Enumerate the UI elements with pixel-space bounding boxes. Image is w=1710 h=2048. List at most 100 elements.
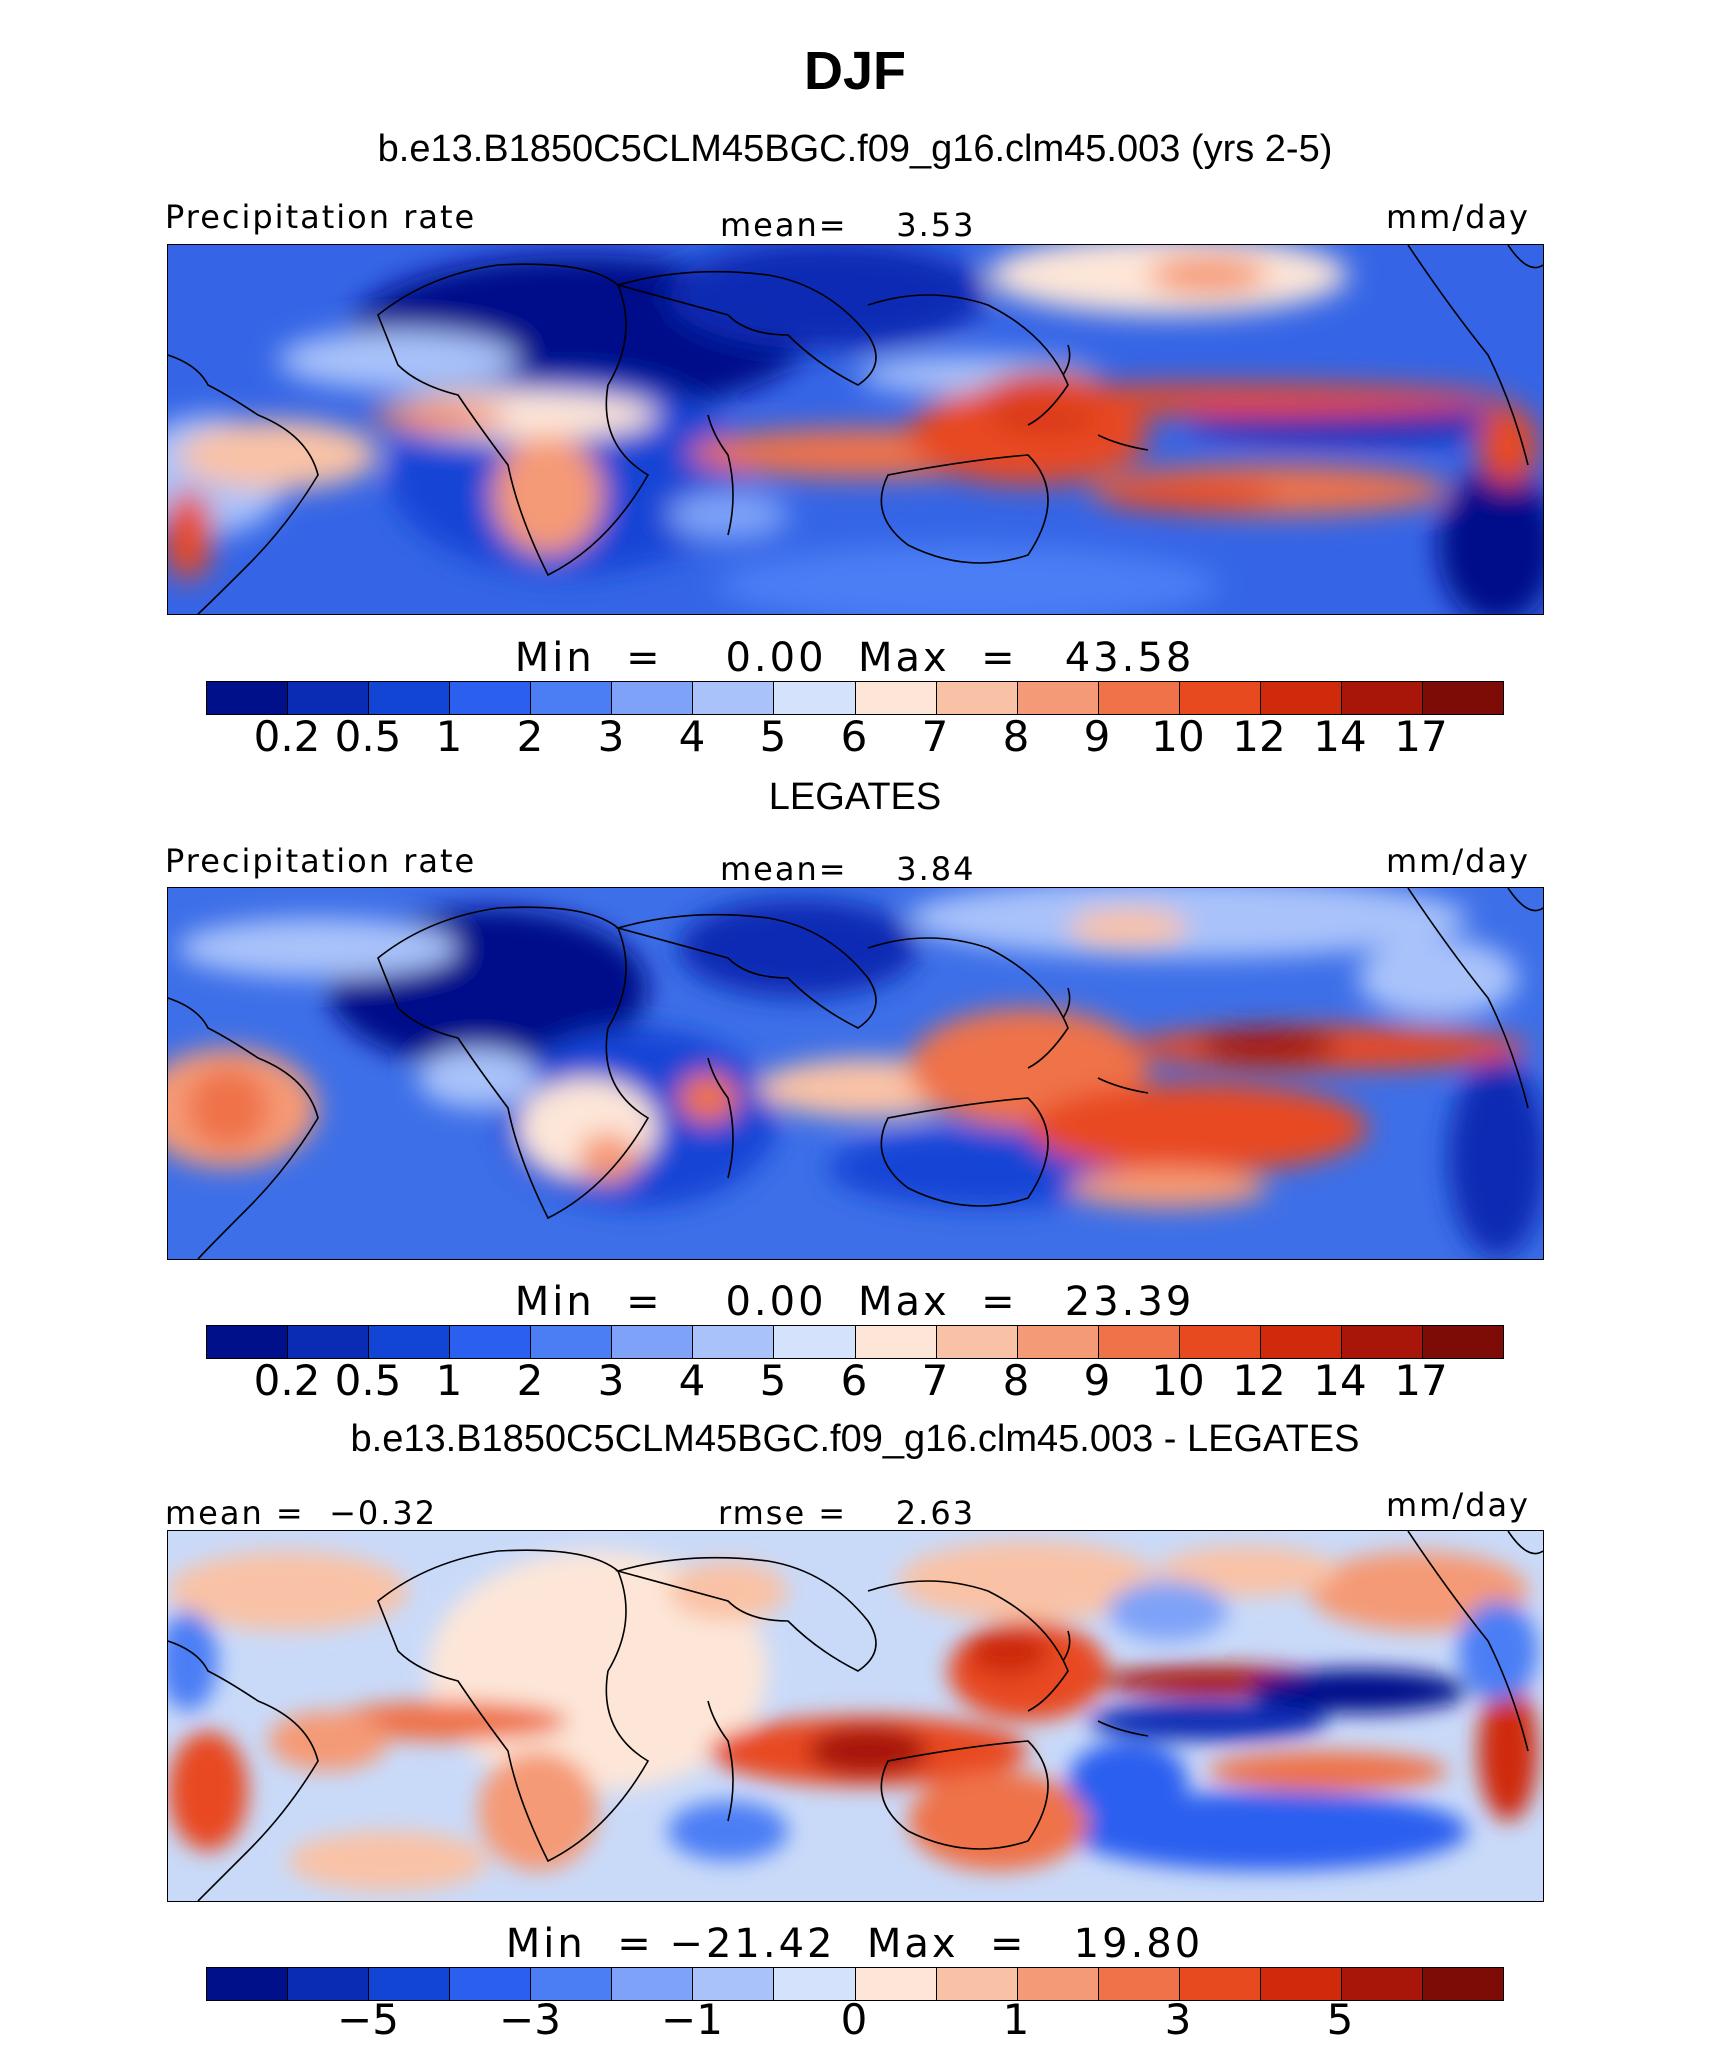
colorbar-box bbox=[288, 1968, 370, 2000]
colorbar-tick-label: 5 bbox=[759, 712, 787, 761]
colorbar-box bbox=[288, 1326, 370, 1358]
colorbar-box bbox=[531, 682, 613, 714]
colorbar-tick-label: 3 bbox=[597, 1356, 625, 1405]
colorbar-box bbox=[693, 682, 775, 714]
variable-label: Precipitation rate bbox=[165, 198, 477, 236]
colorbar-box bbox=[693, 1326, 775, 1358]
colorbar-box bbox=[207, 1968, 289, 2000]
variable-label: Precipitation rate bbox=[165, 842, 477, 880]
colorbar-box bbox=[1098, 1326, 1180, 1358]
colorbar-tick-label: 6 bbox=[840, 1356, 868, 1405]
colorbar-tick-label: −3 bbox=[499, 1995, 561, 2044]
colorbar-tick-label: 2 bbox=[516, 1356, 544, 1405]
colorbar-tick-label: 0.5 bbox=[334, 712, 402, 761]
colorbar-box bbox=[1260, 1968, 1342, 2000]
colorbar-tick-label: 7 bbox=[921, 1356, 949, 1405]
colorbar-box bbox=[936, 1968, 1018, 2000]
colorbar-box bbox=[855, 1968, 937, 2000]
colorbar-box bbox=[369, 682, 451, 714]
mean-label: mean= 3.84 bbox=[720, 850, 976, 888]
precip-colorbar bbox=[206, 1325, 1504, 1359]
difference-colorbar bbox=[206, 1967, 1504, 2001]
colorbar-tick-label: 17 bbox=[1394, 1356, 1448, 1405]
colorbar-tick-label: 2 bbox=[516, 712, 544, 761]
colorbar-tick-label: 12 bbox=[1232, 712, 1286, 761]
colorbar-box bbox=[855, 682, 937, 714]
obs-precip-map bbox=[167, 887, 1544, 1260]
rmse-label: rmse = 2.63 bbox=[718, 1494, 976, 1532]
colorbar-box bbox=[450, 682, 532, 714]
colorbar-tick-label: 3 bbox=[597, 712, 625, 761]
colorbar-box bbox=[1422, 682, 1503, 714]
colorbar-tick-label: 14 bbox=[1313, 1356, 1367, 1405]
colorbar-box bbox=[450, 1968, 532, 2000]
colorbar-box bbox=[1017, 1326, 1099, 1358]
colorbar-box bbox=[1017, 682, 1099, 714]
units-label: mm/day bbox=[1386, 198, 1530, 236]
colorbar-ticks: −5 −3 −1 0 1 3 5 bbox=[206, 1995, 1502, 2045]
colorbar-ticks: 0.2 0.5 1 2 3 4 5 6 7 8 9 10 12 14 17 bbox=[206, 1356, 1502, 1406]
colorbar-box bbox=[855, 1326, 937, 1358]
colorbar-box bbox=[369, 1326, 451, 1358]
colorbar-tick-label: −5 bbox=[337, 1995, 399, 2044]
colorbar-tick-label: 14 bbox=[1313, 712, 1367, 761]
colorbar-box bbox=[1098, 1968, 1180, 2000]
colorbar-tick-label: 3 bbox=[1164, 1995, 1192, 2044]
colorbar-box bbox=[1098, 682, 1180, 714]
colorbar-tick-label: 1 bbox=[1002, 1995, 1030, 2044]
minmax-label: Min = 0.00 Max = 23.39 bbox=[514, 1279, 1195, 1325]
colorbar-box bbox=[774, 1968, 856, 2000]
colorbar-box bbox=[936, 682, 1018, 714]
precip-colorbar bbox=[206, 681, 1504, 715]
colorbar-box bbox=[936, 1326, 1018, 1358]
colorbar-box bbox=[1179, 1326, 1261, 1358]
colorbar-box bbox=[774, 1326, 856, 1358]
colorbar-box bbox=[1260, 682, 1342, 714]
colorbar-box bbox=[612, 682, 694, 714]
colorbar-ticks: 0.2 0.5 1 2 3 4 5 6 7 8 9 10 12 14 17 bbox=[206, 712, 1502, 762]
colorbar-tick-label: 4 bbox=[678, 712, 706, 761]
mean-label: mean = −0.32 bbox=[165, 1494, 438, 1532]
colorbar-tick-label: 12 bbox=[1232, 1356, 1286, 1405]
difference-title: b.e13.B1850C5CLM45BGC.f09_g16.clm45.003 … bbox=[350, 1418, 1360, 1460]
colorbar-tick-label: 0 bbox=[840, 1995, 868, 2044]
colorbar-box bbox=[1179, 1968, 1261, 2000]
colorbar-tick-label: 9 bbox=[1083, 1356, 1111, 1405]
colorbar-box bbox=[450, 1326, 532, 1358]
colorbar-box bbox=[774, 682, 856, 714]
colorbar-tick-label: 4 bbox=[678, 1356, 706, 1405]
colorbar-tick-label: 8 bbox=[1002, 712, 1030, 761]
colorbar-box bbox=[1422, 1968, 1503, 2000]
colorbar-tick-label: −1 bbox=[661, 1995, 723, 2044]
colorbar-box bbox=[1422, 1326, 1503, 1358]
figure-title: DJF bbox=[803, 41, 906, 101]
difference-map bbox=[167, 1530, 1544, 1902]
colorbar-box bbox=[612, 1968, 694, 2000]
colorbar-tick-label: 5 bbox=[1326, 1995, 1354, 2044]
units-label: mm/day bbox=[1386, 842, 1530, 880]
colorbar-box bbox=[1017, 1968, 1099, 2000]
model-precip-map bbox=[167, 244, 1544, 615]
colorbar-box bbox=[693, 1968, 775, 2000]
colorbar-box bbox=[1341, 1968, 1423, 2000]
units-label: mm/day bbox=[1386, 1486, 1530, 1524]
colorbar-box bbox=[1341, 682, 1423, 714]
colorbar-box bbox=[612, 1326, 694, 1358]
colorbar-tick-label: 9 bbox=[1083, 712, 1111, 761]
colorbar-tick-label: 0.2 bbox=[253, 1356, 321, 1405]
colorbar-tick-label: 0.2 bbox=[253, 712, 321, 761]
colorbar-box bbox=[207, 1326, 289, 1358]
colorbar-box bbox=[369, 1968, 451, 2000]
minmax-label: Min = 0.00 Max = 43.58 bbox=[514, 635, 1195, 681]
colorbar-tick-label: 1 bbox=[435, 712, 463, 761]
obs-title: LEGATES bbox=[768, 776, 942, 818]
colorbar-box bbox=[1179, 682, 1261, 714]
colorbar-box bbox=[531, 1326, 613, 1358]
colorbar-tick-label: 0.5 bbox=[334, 1356, 402, 1405]
colorbar-box bbox=[1260, 1326, 1342, 1358]
colorbar-box bbox=[1341, 1326, 1423, 1358]
minmax-label: Min = −21.42 Max = 19.80 bbox=[505, 1921, 1204, 1967]
colorbar-tick-label: 6 bbox=[840, 712, 868, 761]
colorbar-box bbox=[288, 682, 370, 714]
colorbar-tick-label: 1 bbox=[435, 1356, 463, 1405]
